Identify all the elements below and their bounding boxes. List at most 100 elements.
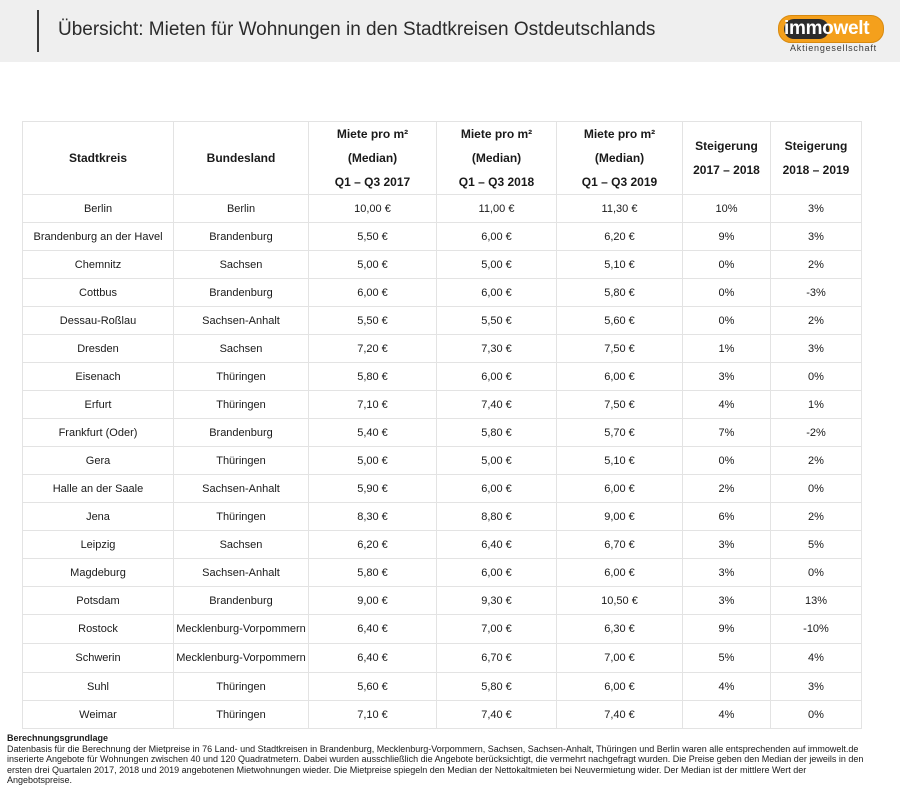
table-cell: 9% (682, 222, 771, 251)
table-cell: 5,80 € (308, 558, 437, 587)
notes-text: Datenbasis für die Berechnung der Mietpr… (7, 743, 864, 786)
table-cell: 5,10 € (556, 446, 683, 475)
table-cell: Cottbus (22, 278, 174, 307)
table-cell: 6,00 € (556, 474, 683, 503)
column-header-line: Miete pro m² (583, 127, 656, 141)
table-cell: Dessau-Roßlau (22, 306, 174, 335)
table-cell: 6,40 € (308, 643, 437, 673)
column-header: Miete pro m² (Median) Q1 – Q3 2018 (436, 121, 557, 195)
table-row: Chemnitz Sachsen 5,00 €5,00 €5,10 €0% 2% (22, 250, 862, 279)
table-cell: 5,50 € (436, 306, 557, 335)
table-cell: 6,00 € (556, 362, 683, 391)
table-cell: 0% (682, 250, 771, 279)
table-cell: Schwerin (22, 643, 174, 673)
column-header-line: 2018 – 2019 (782, 163, 850, 177)
table-cell: 6% (682, 502, 771, 531)
table-cell: Berlin (173, 194, 309, 223)
table-cell: Mecklenburg-Vorpommern (173, 643, 309, 673)
column-header-line: Q1 – Q3 2019 (581, 175, 658, 189)
table-cell: 5,50 € (308, 306, 437, 335)
column-header-line: Stadtkreis (68, 151, 128, 165)
column-header-line: Q1 – Q3 2017 (334, 175, 411, 189)
table-row: Rostock Mecklenburg-Vorpommern 6,40 €7,00 … (22, 614, 862, 644)
table-cell: 9,00 € (556, 502, 683, 531)
rent-table: Stadtkreis Bundesland Miete pro m² (Median)… (22, 121, 862, 729)
table-cell: 4% (682, 700, 771, 729)
table-cell: 5,50 € (308, 222, 437, 251)
table-cell: 6,70 € (556, 530, 683, 559)
table-cell: 6,00 € (556, 558, 683, 587)
table-cell: Rostock (22, 614, 174, 644)
table-cell: Brandenburg (173, 278, 309, 307)
table-cell: 5,60 € (308, 672, 437, 701)
table-cell: 5% (682, 643, 771, 673)
table-cell: 5,40 € (308, 418, 437, 447)
table-cell: 5% (770, 530, 862, 559)
table-cell: 7,10 € (308, 700, 437, 729)
column-header-line: Q1 – Q3 2018 (458, 175, 535, 189)
table-cell: Brandenburg (173, 418, 309, 447)
table-cell: 6,00 € (436, 222, 557, 251)
table-row: Schwerin Mecklenburg-Vorpommern 6,40 €6,70… (22, 643, 862, 673)
calculation-notes: Berechnungsgrundlage Datenbasis für die … (7, 733, 867, 786)
table-cell: Gera (22, 446, 174, 475)
table-cell: Eisenach (22, 362, 174, 391)
table-cell: Thüringen (173, 672, 309, 701)
table-cell: 2% (682, 474, 771, 503)
column-header-line: Steigerung (695, 139, 758, 153)
table-cell: 2% (770, 250, 862, 279)
table-cell: 5,00 € (308, 250, 437, 279)
column-header-line: Bundesland (206, 151, 276, 165)
table-cell: 6,40 € (436, 530, 557, 559)
table-cell: Berlin (22, 194, 174, 223)
table-cell: 3% (770, 222, 862, 251)
table-cell: 6,20 € (556, 222, 683, 251)
table-cell: Thüringen (173, 390, 309, 419)
table-body: Berlin Berlin 10,00 €11,00 €11,30 €10% 3% Br… (22, 194, 862, 729)
table-cell: 1% (770, 390, 862, 419)
column-header-line: (Median) (347, 151, 398, 165)
table-cell: 3% (682, 586, 771, 615)
table-row: Potsdam Brandenburg 9,00 €9,30 €10,50 €3% 1… (22, 586, 862, 615)
column-header: Miete pro m² (Median) Q1 – Q3 2019 (556, 121, 683, 195)
table-cell: 4% (682, 672, 771, 701)
table-cell: 10,00 € (308, 194, 437, 223)
table-row: Dresden Sachsen 7,20 €7,30 €7,50 €1% 3% (22, 334, 862, 363)
table-cell: 5,00 € (436, 250, 557, 279)
table-cell: 0% (770, 474, 862, 503)
rent-table-container: Stadtkreis Bundesland Miete pro m² (Median)… (22, 121, 862, 729)
table-cell: 3% (770, 672, 862, 701)
table-cell: 3% (682, 558, 771, 587)
table-cell: Sachsen (173, 250, 309, 279)
table-cell: 5,60 € (556, 306, 683, 335)
table-row: Brandenburg an der Havel Brandenburg 5,50 … (22, 222, 862, 251)
table-cell: 4% (682, 390, 771, 419)
table-cell: 5,70 € (556, 418, 683, 447)
table-cell: 10% (682, 194, 771, 223)
table-cell: 5,80 € (436, 418, 557, 447)
column-header-line: Steigerung (784, 139, 848, 153)
column-header-line: (Median) (471, 151, 522, 165)
table-cell: Sachsen-Anhalt (173, 558, 309, 587)
table-cell: 8,30 € (308, 502, 437, 531)
table-cell: 9,00 € (308, 586, 437, 615)
table-cell: 0% (770, 558, 862, 587)
table-cell: 0% (682, 446, 771, 475)
table-cell: 9% (682, 614, 771, 644)
table-cell: 2% (770, 502, 862, 531)
table-cell: 2% (770, 446, 862, 475)
table-cell: 5,10 € (556, 250, 683, 279)
table-cell: 7,50 € (556, 390, 683, 419)
table-cell: 9,30 € (436, 586, 557, 615)
column-header: Bundesland (173, 121, 309, 195)
table-cell: 7,00 € (556, 643, 683, 673)
table-cell: Leipzig (22, 530, 174, 559)
table-cell: 10,50 € (556, 586, 683, 615)
table-cell: Sachsen-Anhalt (173, 306, 309, 335)
table-cell: 6,00 € (308, 278, 437, 307)
table-cell: 5,90 € (308, 474, 437, 503)
logo-wordmark: immowelt (784, 18, 870, 39)
table-cell: 1% (682, 334, 771, 363)
column-header-line: Miete pro m² (336, 127, 409, 141)
table-cell: Frankfurt (Oder) (22, 418, 174, 447)
